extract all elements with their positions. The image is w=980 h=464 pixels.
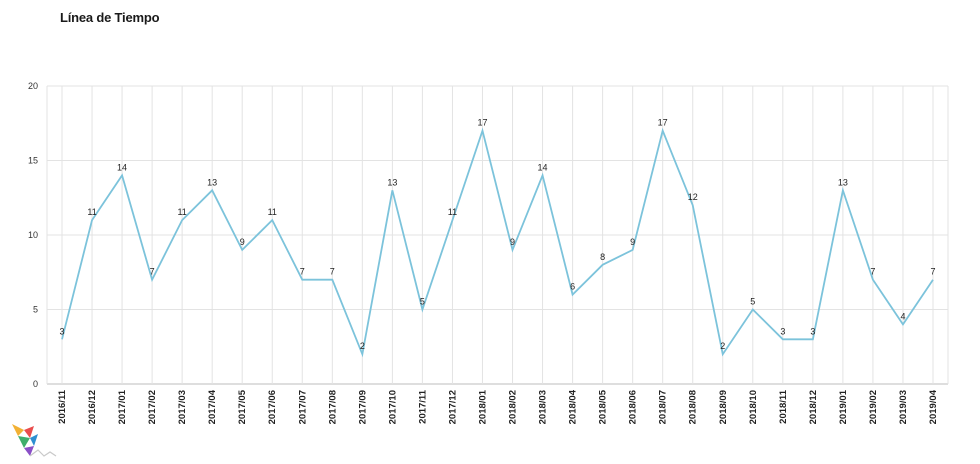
- x-tick-label: 2017/08: [327, 390, 338, 424]
- data-label: 2: [360, 341, 365, 351]
- data-label: 2: [720, 341, 725, 351]
- y-tick-label: 20: [28, 81, 38, 91]
- data-label: 3: [780, 326, 785, 336]
- x-tick-label: 2018/09: [718, 390, 729, 424]
- x-tick-label: 2018/01: [477, 389, 488, 424]
- x-tick-label: 2018/02: [508, 390, 519, 424]
- x-tick-label: 2017/03: [177, 390, 188, 424]
- y-tick-label: 5: [33, 305, 38, 315]
- x-tick-label: 2017/07: [297, 390, 308, 424]
- x-tick-label: 2018/05: [598, 389, 609, 424]
- data-label: 14: [538, 162, 548, 172]
- x-tick-label: 2016/11: [57, 389, 68, 424]
- data-label: 5: [750, 297, 755, 307]
- x-tick-label: 2018/08: [688, 390, 699, 424]
- x-tick-label: 2017/09: [357, 390, 368, 424]
- x-tick-label: 2018/12: [808, 390, 819, 424]
- x-tick-label: 2018/04: [568, 389, 579, 424]
- data-label: 6: [570, 282, 575, 292]
- x-tick-label: 2017/05: [237, 389, 248, 424]
- data-label: 11: [177, 207, 186, 217]
- data-label: 7: [870, 267, 875, 277]
- data-label: 13: [838, 177, 848, 187]
- data-label: 14: [117, 162, 127, 172]
- x-tick-label: 2018/07: [658, 390, 669, 424]
- x-tick-label: 2017/01: [117, 389, 128, 424]
- data-label: 17: [477, 118, 487, 128]
- data-label: 12: [688, 192, 698, 202]
- data-label: 7: [300, 267, 305, 277]
- brand-logo-icon: [12, 424, 57, 457]
- data-label: 9: [510, 237, 515, 247]
- data-label: 8: [600, 252, 605, 262]
- data-label: 7: [930, 267, 935, 277]
- data-label: 9: [240, 237, 245, 247]
- series-line: [61, 127, 934, 358]
- y-tick-label: 10: [28, 230, 38, 240]
- data-label: 11: [268, 207, 277, 217]
- x-tick-label: 2016/12: [87, 390, 98, 424]
- x-tick-label: 2018/03: [538, 390, 549, 424]
- x-tick-label: 2019/02: [868, 390, 879, 424]
- x-tick-label: 2019/04: [928, 389, 939, 424]
- y-tick-label: 0: [33, 379, 38, 389]
- data-label: 9: [630, 237, 635, 247]
- chart-title: Línea de Tiempo: [60, 10, 160, 25]
- x-tick-label: 2017/04: [207, 389, 218, 424]
- data-label: 11: [87, 207, 96, 217]
- x-tick-label: 2018/11: [778, 389, 789, 424]
- data-label: 7: [150, 267, 155, 277]
- x-tick-label: 2019/01: [838, 389, 849, 424]
- x-tick-label: 2017/02: [147, 390, 158, 424]
- data-label: 13: [387, 177, 397, 187]
- x-tick-label: 2017/11: [417, 389, 428, 424]
- data-label: 3: [59, 326, 64, 336]
- data-label: 17: [658, 118, 668, 128]
- y-tick-label: 15: [28, 156, 38, 166]
- data-label: 5: [420, 297, 425, 307]
- x-tick-label: 2019/03: [898, 390, 909, 424]
- data-label: 4: [900, 311, 905, 321]
- data-label: 7: [330, 267, 335, 277]
- data-label: 13: [207, 177, 217, 187]
- x-tick-label: 2017/12: [447, 390, 458, 424]
- x-tick-label: 2018/06: [628, 390, 639, 424]
- x-tick-label: 2017/10: [387, 390, 398, 424]
- x-tick-label: 2018/10: [748, 390, 759, 424]
- x-tick-label: 2017/06: [267, 390, 278, 424]
- data-label: 11: [448, 207, 457, 217]
- data-label: 3: [810, 326, 815, 336]
